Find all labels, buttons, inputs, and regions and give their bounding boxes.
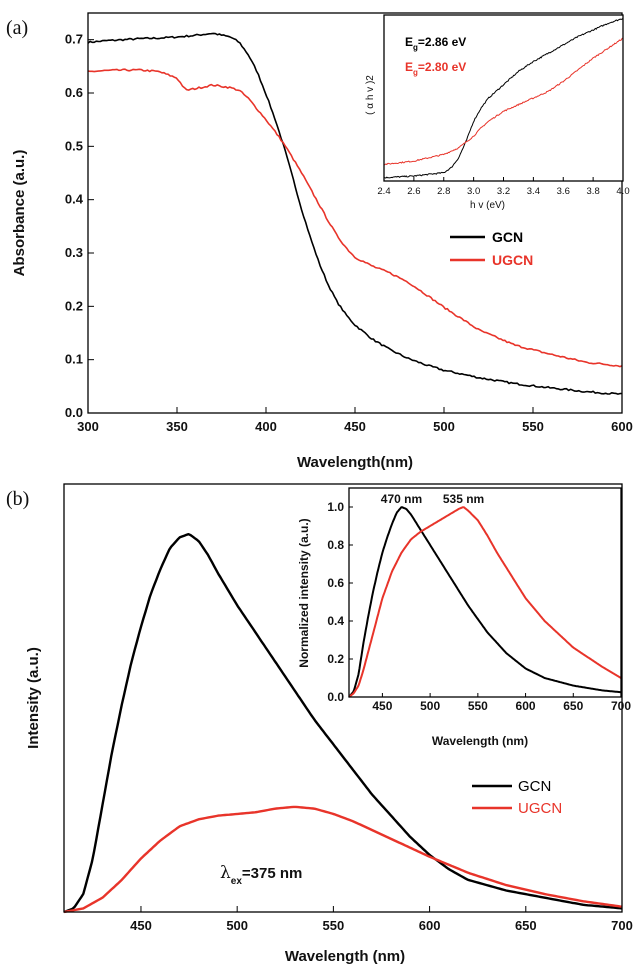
panel-b-inset-chart: 450 500 550 600 650 700 0.0 0.2 0.4 0.6 0.8 1.0 Wav… bbox=[297, 487, 631, 748]
inset-a-eg-ugcn: Eg=2.80 eV bbox=[405, 60, 466, 77]
inset-b-x-axis-label: Wavelength (nm) bbox=[432, 734, 528, 748]
a-main-x-tick-label: 400 bbox=[255, 419, 277, 434]
panel-a-x-axis-label: Wavelength(nm) bbox=[297, 454, 413, 471]
inset-a-y-axis-label: ( α h v )2 bbox=[365, 75, 376, 115]
b-main-x-tick-label: 600 bbox=[419, 918, 441, 933]
panel-b-ticks: 450 500 550 600 650 700 bbox=[130, 906, 633, 933]
a-main-y-tick-label: 0.3 bbox=[65, 245, 83, 260]
panel-b-plot-frame bbox=[63, 483, 623, 913]
a-inset-ugcn-line bbox=[383, 37, 624, 166]
a-inset-x-tick-label: 3.8 bbox=[587, 186, 600, 197]
a-main-x-tick-label: 500 bbox=[433, 419, 455, 434]
a-main-y-tick-label: 0.0 bbox=[65, 405, 83, 420]
panel-a-label: (a) bbox=[6, 17, 28, 39]
legend-a-gcn-label: GCN bbox=[492, 229, 523, 245]
b-main-ugcn-line bbox=[63, 805, 623, 914]
legend-b-ugcn-label: UGCN bbox=[518, 800, 562, 817]
a-inset-x-tick-label: 2.4 bbox=[377, 186, 390, 197]
inset-a-eg-gcn: Eg=2.86 eV bbox=[405, 35, 466, 52]
a-main-gcn-line bbox=[87, 32, 623, 395]
panel-a-chart: (a) 300 350 400 450 500 550 600 0.0 0.1 0.2 0.3 0.4… bbox=[6, 12, 633, 471]
b-main-x-tick-label: 650 bbox=[515, 918, 537, 933]
a-main-x-tick-label: 350 bbox=[166, 419, 188, 434]
inset-b-peak-label: 470 nm bbox=[381, 492, 422, 506]
legend-b-gcn-label: GCN bbox=[518, 778, 551, 795]
inset-a-ticks: 2.4 2.6 2.8 3.0 3.2 3.4 3.6 3.8 4.0 bbox=[377, 177, 630, 197]
inset-b-ticks: 450 500 550 600 650 700 0.0 0.2 0.4 0.6 0.8 1.0 bbox=[327, 500, 631, 713]
a-inset-x-tick-label: 3.4 bbox=[527, 186, 540, 197]
inset-b-peak-labels: 470 nm 535 nm bbox=[381, 492, 484, 506]
panel-b-x-axis-label: Wavelength (nm) bbox=[285, 948, 405, 965]
a-main-y-tick-label: 0.6 bbox=[65, 85, 83, 100]
inset-a-series-group bbox=[383, 18, 624, 179]
inset-b-peak-label: 535 nm bbox=[443, 492, 484, 506]
b-inset-ugcn-line bbox=[348, 506, 622, 698]
b-main-x-tick-label: 700 bbox=[611, 918, 633, 933]
a-inset-x-tick-label: 2.6 bbox=[407, 186, 420, 197]
inset-b-plot-frame bbox=[348, 487, 622, 698]
inset-a-x-axis-label: h v (eV) bbox=[470, 200, 505, 211]
a-main-y-tick-label: 0.2 bbox=[65, 298, 83, 313]
inset-b-background bbox=[349, 488, 621, 697]
panel-a-series-group bbox=[87, 32, 623, 395]
a-inset-x-tick-label: 3.0 bbox=[467, 186, 480, 197]
panel-b-legend: GCN UGCN bbox=[472, 778, 562, 817]
b-inset-y-tick-label: 0.4 bbox=[327, 614, 344, 628]
a-inset-gcn-line bbox=[383, 18, 624, 179]
a-main-x-tick-label: 550 bbox=[522, 419, 544, 434]
b-inset-x-tick-label: 650 bbox=[563, 699, 583, 713]
a-inset-x-tick-label: 2.8 bbox=[437, 186, 450, 197]
b-inset-y-tick-label: 0.6 bbox=[327, 576, 344, 590]
panel-b-series-group bbox=[63, 533, 623, 914]
a-main-x-tick-label: 450 bbox=[344, 419, 366, 434]
a-inset-x-tick-label: 3.2 bbox=[497, 186, 510, 197]
b-inset-x-tick-label: 450 bbox=[372, 699, 392, 713]
a-main-y-tick-label: 0.4 bbox=[65, 192, 84, 207]
inset-a-background bbox=[384, 15, 623, 181]
panel-a-ticks: 300 350 400 450 500 550 600 0.0 0.1 0.2 0.3 0.4 0.5 0… bbox=[65, 32, 633, 434]
a-inset-x-tick-label: 3.6 bbox=[557, 186, 570, 197]
inset-b-y-axis-label: Normalized intensity (a.u.) bbox=[297, 518, 311, 667]
inset-b-series-group bbox=[348, 506, 622, 698]
a-main-ugcn-line bbox=[87, 68, 623, 368]
a-inset-x-tick-label: 4.0 bbox=[616, 186, 629, 197]
b-main-x-tick-label: 550 bbox=[323, 918, 345, 933]
b-inset-y-tick-label: 1.0 bbox=[327, 500, 344, 514]
panel-a-y-axis-label: Absorbance (a.u.) bbox=[11, 150, 28, 277]
a-main-y-tick-label: 0.5 bbox=[65, 138, 83, 153]
b-inset-x-tick-label: 500 bbox=[420, 699, 440, 713]
panel-b-chart: (b) 450 500 550 600 650 700 Wavelength (nm) I… bbox=[6, 483, 633, 965]
a-main-x-tick-label: 300 bbox=[77, 419, 99, 434]
b-inset-x-tick-label: 700 bbox=[611, 699, 631, 713]
panel-a-inset-chart: 2.4 2.6 2.8 3.0 3.2 3.4 3.6 3.8 4.0 h v (eV) ( α… bbox=[365, 14, 630, 211]
b-main-x-tick-label: 450 bbox=[130, 918, 152, 933]
legend-a-ugcn-label: UGCN bbox=[492, 252, 533, 268]
panel-a-legend: GCN UGCN bbox=[450, 229, 533, 268]
b-inset-x-tick-label: 550 bbox=[468, 699, 488, 713]
b-inset-gcn-line bbox=[348, 506, 622, 698]
b-main-x-tick-label: 500 bbox=[226, 918, 248, 933]
panel-b-y-axis-label: Intensity (a.u.) bbox=[25, 647, 42, 749]
b-inset-y-tick-label: 0.8 bbox=[327, 538, 344, 552]
b-inset-y-tick-label: 0.0 bbox=[327, 690, 344, 704]
b-inset-y-tick-label: 0.2 bbox=[327, 652, 344, 666]
panel-b-excitation-annotation: λex=375 nm bbox=[220, 863, 302, 887]
a-main-y-tick-label: 0.7 bbox=[65, 32, 83, 47]
a-main-y-tick-label: 0.1 bbox=[65, 352, 83, 367]
panel-b-label: (b) bbox=[6, 488, 29, 510]
b-inset-x-tick-label: 600 bbox=[516, 699, 536, 713]
a-main-x-tick-label: 600 bbox=[611, 419, 633, 434]
b-main-gcn-line bbox=[63, 533, 623, 914]
